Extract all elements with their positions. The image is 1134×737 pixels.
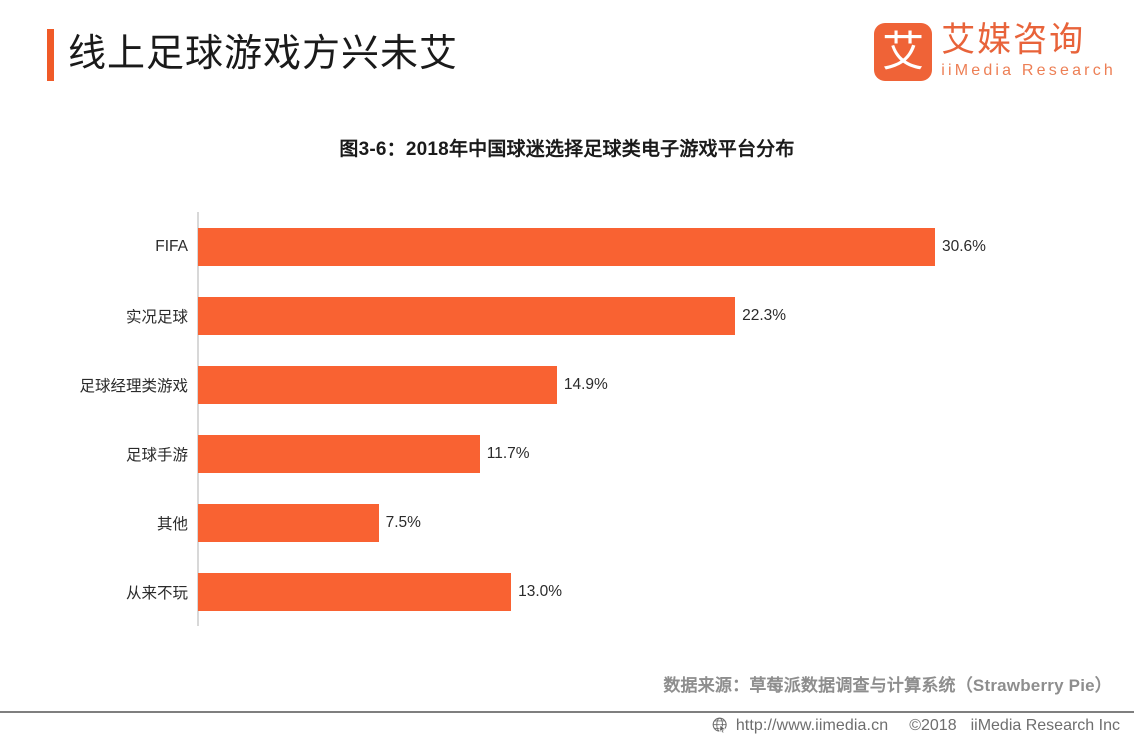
bar[interactable] bbox=[198, 365, 557, 404]
chart-row: 从来不玩 13.0% bbox=[0, 557, 1134, 626]
globe-cursor-icon bbox=[712, 717, 729, 734]
bar-value-label: 13.0% bbox=[518, 582, 563, 600]
bar-value-label: 7.5% bbox=[385, 513, 421, 531]
chart-rows: FIFA 30.6% 实况足球 22.3% 足球经理类游戏 14.9% 足球手游 11.7% 其… bbox=[0, 212, 1134, 626]
page-title: 线上足球游戏方兴未艾 bbox=[68, 33, 459, 75]
bar-group: 14.9% bbox=[198, 350, 608, 419]
brand-logo: 艾 艾媒咨询 iiMedia Research bbox=[874, 22, 1116, 81]
chart-row: 实况足球 22.3% bbox=[0, 281, 1134, 350]
bar-value-label: 30.6% bbox=[942, 237, 986, 255]
bar[interactable] bbox=[198, 227, 935, 266]
bar-group: 7.5% bbox=[198, 488, 421, 557]
bar[interactable] bbox=[198, 503, 379, 542]
category-label: 足球手游 bbox=[125, 446, 188, 464]
footer-company: iiMedia Research Inc bbox=[970, 716, 1120, 734]
category-label: 足球经理类游戏 bbox=[79, 377, 188, 395]
logo-name-en: iiMedia Research bbox=[941, 62, 1116, 79]
footer-divider bbox=[0, 711, 1134, 713]
footer-url[interactable]: http://www.iimedia.cn bbox=[735, 716, 889, 734]
footer-copyright: ©2018 bbox=[909, 716, 957, 734]
bar-group: 30.6% bbox=[198, 212, 986, 281]
bar[interactable] bbox=[198, 434, 480, 473]
page-header: 线上足球游戏方兴未艾 艾 艾媒咨询 iiMedia Research bbox=[0, 0, 1134, 110]
logo-name-cn: 艾媒咨询 bbox=[941, 21, 1086, 59]
bar-group: 11.7% bbox=[198, 419, 530, 488]
category-label: 其他 bbox=[156, 515, 188, 533]
title-accent-bar bbox=[47, 29, 54, 81]
bar-group: 22.3% bbox=[198, 281, 786, 350]
chart-title: 图3-6：2018年中国球迷选择足球类电子游戏平台分布 bbox=[339, 139, 795, 160]
chart-row: 其他 7.5% bbox=[0, 488, 1134, 557]
bar[interactable] bbox=[198, 572, 512, 611]
bar-group: 13.0% bbox=[198, 557, 562, 626]
bar-value-label: 11.7% bbox=[486, 444, 530, 462]
page-footer: http://www.iimedia.cn ©2018 iiMedia Rese… bbox=[712, 714, 1120, 737]
category-label: 从来不玩 bbox=[125, 584, 188, 602]
bar[interactable] bbox=[198, 296, 736, 335]
category-label: FIFA bbox=[155, 237, 188, 255]
bar-value-label: 22.3% bbox=[742, 306, 787, 324]
chart-row: 足球手游 11.7% bbox=[0, 419, 1134, 488]
logo-text: 艾媒咨询 iiMedia Research bbox=[941, 22, 1116, 81]
bar-value-label: 14.9% bbox=[563, 375, 608, 393]
iimedia-logo-icon: 艾 bbox=[874, 22, 933, 81]
data-source-note: 数据来源：草莓派数据调查与计算系统（Strawberry Pie） bbox=[663, 676, 1112, 695]
category-label: 实况足球 bbox=[125, 308, 188, 326]
chart-row: 足球经理类游戏 14.9% bbox=[0, 350, 1134, 419]
y-axis-line bbox=[197, 212, 199, 626]
logo-mark-glyph: 艾 bbox=[882, 26, 925, 76]
chart-row: FIFA 30.6% bbox=[0, 212, 1134, 281]
